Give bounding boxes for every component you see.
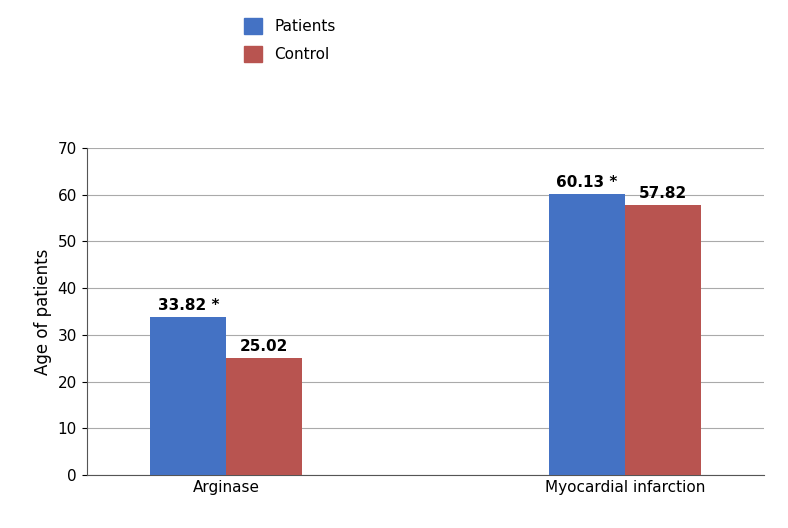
Bar (625, 205, 701, 475)
Y-axis label: Age of patients: Age of patients (34, 248, 52, 375)
Text: 60.13 *: 60.13 * (556, 175, 618, 190)
Bar (549, 194, 625, 475)
Bar (151, 317, 226, 475)
Text: 57.82: 57.82 (638, 186, 687, 201)
Bar (226, 358, 302, 475)
Legend: Patients, Control: Patients, Control (244, 18, 336, 62)
Text: 33.82 *: 33.82 * (158, 298, 219, 313)
Text: 25.02: 25.02 (240, 340, 288, 354)
